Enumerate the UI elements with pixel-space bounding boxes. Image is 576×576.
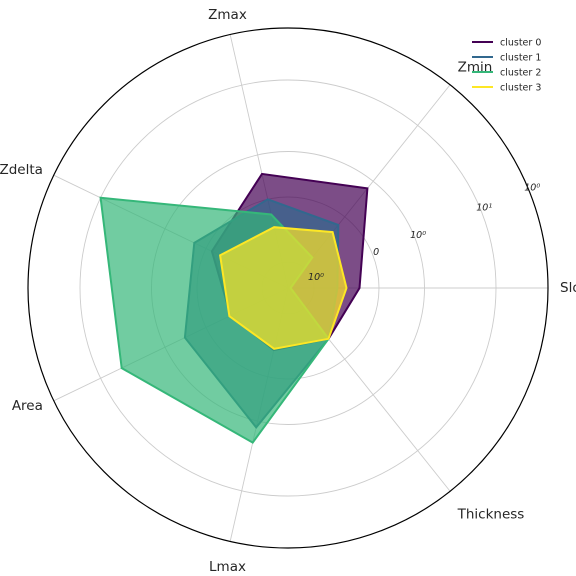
radial-tick-0: 10⁰ xyxy=(308,272,324,283)
legend-label-3: cluster 3 xyxy=(500,83,541,94)
axis-label-zdelta: Zdelta xyxy=(0,162,43,178)
axis-labels: SlopeZminZmaxZdeltaAreaLmaxThickness xyxy=(0,7,576,575)
radial-tick-1: 0 xyxy=(373,247,379,258)
radial-tick-4: 10⁰ xyxy=(524,183,540,194)
series-3-polygon xyxy=(219,226,348,350)
axis-label-thickness: Thickness xyxy=(457,507,525,523)
legend-label-0: cluster 0 xyxy=(500,38,541,49)
outer-frame xyxy=(27,27,549,549)
axis-label-lmax: Lmax xyxy=(209,559,246,575)
legend-label-1: cluster 1 xyxy=(500,53,541,64)
axis-label-area: Area xyxy=(12,398,43,414)
legend: cluster 0 cluster 1 cluster 2 cluster 3 xyxy=(472,38,541,94)
series-layer xyxy=(99,172,369,444)
radial-tick-3: 10¹ xyxy=(476,202,492,213)
axis-label-slope: Slope xyxy=(560,280,576,296)
radial-tick-2: 10⁰ xyxy=(410,230,426,241)
legend-label-2: cluster 2 xyxy=(500,68,541,79)
axis-label-zmax: Zmax xyxy=(208,7,247,23)
radial-tick-labels: 10⁰ 0 10⁰ 10¹ 10⁰ xyxy=(308,183,540,284)
